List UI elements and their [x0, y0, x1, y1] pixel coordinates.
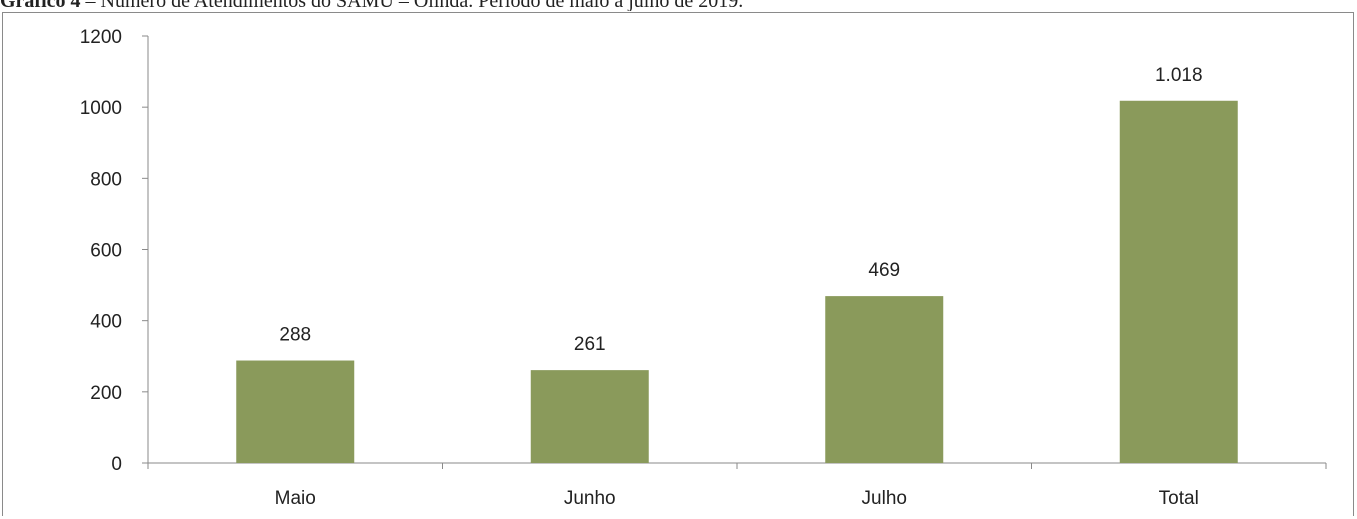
data-label: 469: [868, 260, 900, 281]
caption-text: – Número de Atendimentos do SAMU – Olind…: [80, 0, 744, 11]
x-tick-label: Maio: [275, 488, 316, 509]
chart-frame: [2, 12, 1354, 516]
x-tick-label: Julho: [862, 488, 907, 509]
chart-caption: Gráfico 4 – Número de Atendimentos do SA…: [0, 0, 1357, 11]
y-tick-label: 1000: [80, 98, 122, 119]
bar: [530, 370, 649, 463]
x-tick-label: Total: [1159, 488, 1199, 509]
data-label: 288: [279, 325, 311, 346]
bar: [236, 360, 355, 463]
y-tick-label: 800: [90, 169, 122, 190]
y-tick-label: 400: [90, 312, 122, 333]
bar: [1119, 100, 1238, 464]
bar: [825, 296, 944, 463]
caption-prefix: Gráfico 4: [0, 0, 81, 11]
data-label: 261: [574, 334, 606, 355]
y-tick-label: 200: [90, 383, 122, 404]
x-tick-label: Junho: [564, 488, 616, 509]
y-tick-label: 0: [111, 454, 122, 475]
y-tick-label: 1200: [80, 27, 122, 48]
data-label: 1.018: [1155, 65, 1203, 86]
y-tick-label: 600: [90, 241, 122, 262]
